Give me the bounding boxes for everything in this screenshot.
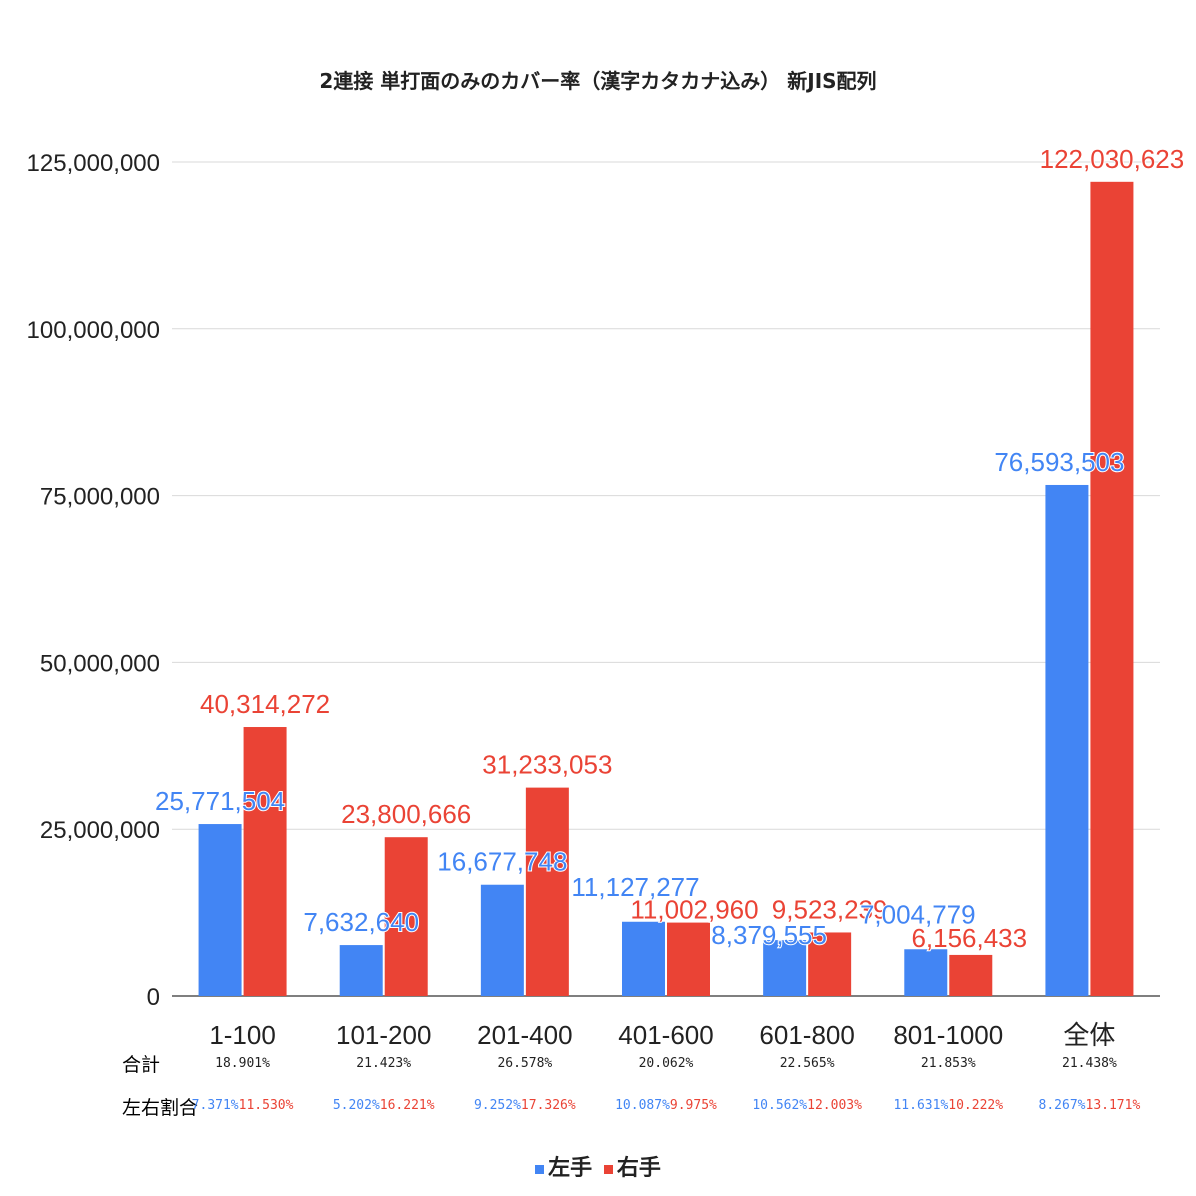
bar-left	[339, 945, 383, 996]
data-label-left: 76,593,503	[994, 447, 1124, 477]
y-tick-label: 25,000,000	[40, 817, 160, 844]
legend: 左手 右手	[0, 1150, 1196, 1182]
bar-left	[622, 921, 665, 996]
bar-right	[667, 922, 710, 996]
data-label-right: 23,800,666	[341, 799, 471, 829]
bar-left	[763, 940, 807, 996]
bar-right	[243, 727, 287, 996]
x-tick-label: 201-400	[477, 1020, 572, 1050]
x-tick-label: 1-100	[209, 1020, 276, 1050]
data-label-right: 9,523,239	[772, 894, 888, 924]
x-tick-label: 101-200	[336, 1020, 431, 1050]
bar-left	[904, 949, 948, 996]
bars	[198, 181, 1134, 997]
legend-label-right: 右手	[616, 1156, 661, 1181]
x-axis: 1-100 101-200 201-400 401-600 601-800 801-100…	[209, 1020, 1115, 1050]
y-tick-label: 50,000,000	[40, 650, 160, 677]
bar-right	[1090, 181, 1134, 997]
data-label-left: 25,771,504	[155, 786, 285, 816]
x-tick-label: 601-800	[759, 1020, 854, 1050]
y-tick-label: 75,000,000	[40, 484, 160, 511]
bar-left	[198, 824, 242, 996]
data-label-left: 7,632,640	[303, 907, 419, 937]
data-label-right: 31,233,053	[482, 750, 612, 780]
bar-right	[525, 787, 569, 996]
data-labels: 25,771,504 40,314,272 7,632,640 23,800,666 1…	[154, 143, 1185, 954]
legend-swatch-left	[535, 1164, 545, 1174]
legend-label-left: 左手	[548, 1156, 593, 1181]
y-axis: 0 25,000,000 50,000,000 75,000,000 100,000,0…	[27, 150, 160, 1011]
x-tick-label: 全体	[1063, 1020, 1115, 1050]
data-label-left: 11,127,277	[571, 872, 699, 902]
bar-right	[808, 932, 852, 996]
bar-right	[384, 837, 428, 996]
y-tick-label: 125,000,000	[27, 150, 160, 177]
data-label-right: 6,156,433	[911, 923, 1027, 953]
chart-title: 2連接 単打面のみのカバー率（漢字カタカナ込み） 新JIS配列	[319, 69, 876, 93]
y-tick-label: 0	[147, 984, 160, 1011]
y-tick-label: 100,000,000	[27, 317, 160, 344]
x-tick-label: 401-600	[618, 1020, 713, 1050]
data-label-right: 122,030,623	[1040, 144, 1185, 174]
bar-right	[949, 954, 993, 996]
bar-left	[1045, 484, 1089, 996]
data-label-right: 11,002,960	[630, 895, 758, 925]
bar-left	[480, 884, 524, 996]
x-tick-label: 801-1000	[893, 1020, 1003, 1050]
legend-item-left: 左手	[535, 1150, 592, 1182]
legend-item-right: 右手	[603, 1150, 661, 1182]
data-label-left: 8,379,555	[711, 920, 827, 950]
data-label-left: 7,004,779	[860, 899, 976, 929]
data-label-right: 40,314,272	[200, 689, 330, 719]
gridlines	[172, 161, 1160, 997]
legend-swatch-right	[603, 1164, 613, 1174]
data-label-left: 16,677,748	[437, 847, 567, 877]
